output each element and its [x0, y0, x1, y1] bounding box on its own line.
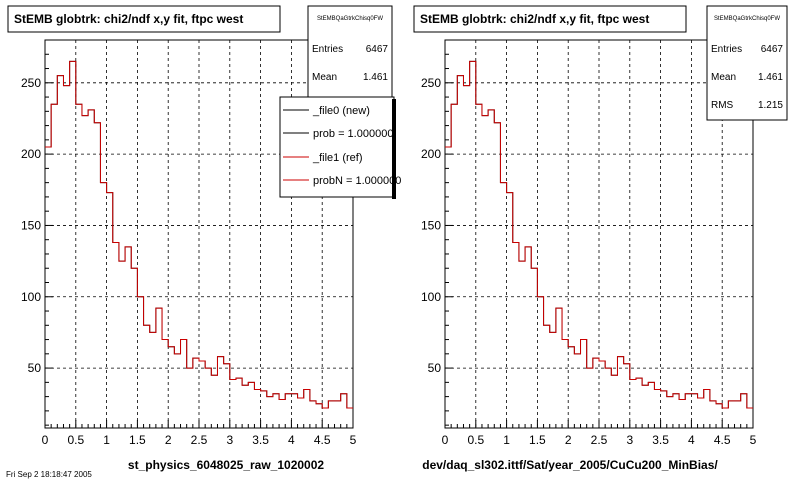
x-tick-label: 1	[103, 433, 110, 447]
corner-timestamp: Fri Sep 2 18:18:47 2005	[6, 470, 92, 479]
x-tick-label: 3	[626, 433, 633, 447]
stats-label: Mean	[312, 72, 337, 83]
stats-label: RMS	[711, 100, 734, 111]
x-tick-label: 2	[565, 433, 572, 447]
histogram	[445, 60, 753, 409]
legend-label: _file0 (new)	[312, 105, 370, 117]
y-tick-label: 200	[21, 147, 41, 161]
x-tick-label: 5	[350, 433, 357, 447]
axes: 0 0.5 1 1.5 2 2.5 3 3.5 4 4.5 5 50 100 150 200 250	[421, 39, 757, 447]
x-tick-label: 2.5	[591, 433, 608, 447]
y-tick-label: 50	[428, 361, 442, 375]
y-tick-label: 50	[28, 361, 42, 375]
stats-value: 6467	[366, 44, 389, 55]
y-tick-label: 250	[21, 76, 41, 90]
x-tick-label: 1	[503, 433, 510, 447]
stats-value: 6467	[761, 44, 784, 55]
x-tick-label: 0	[442, 433, 449, 447]
x-tick-label: 1.5	[529, 433, 546, 447]
stats-name: StEMBQaGtrkChisq0FW	[317, 16, 383, 22]
title-box	[7, 5, 281, 33]
chart-title: StEMB globtrk: chi2/ndf x,y fit, ftpc we…	[420, 12, 649, 26]
stats-label: Entries	[711, 44, 742, 55]
panel-right: StEMB globtrk: chi2/ndf x,y fit, ftpc we…	[413, 5, 788, 472]
panel-left: StEMB globtrk: chi2/ndf x,y fit, ftpc we…	[7, 5, 401, 472]
stats-value: 1.461	[363, 72, 388, 83]
x-tick-label: 0.5	[67, 433, 84, 447]
stats-name: StEMBQaGtrkChisq0FW	[714, 16, 780, 22]
axes: 0 0.5 1 1.5 2 2.5 3 3.5 4 4.5 5 50 100 150 200 250	[21, 39, 357, 447]
stats-value: 1.215	[758, 100, 783, 111]
legend-label: _file1 (ref)	[312, 152, 363, 164]
x-tick-label: 2	[165, 433, 172, 447]
x-tick-label: 0	[42, 433, 49, 447]
x-tick-label: 2.5	[191, 433, 208, 447]
footer-label: dev/daq_sl302.ittf/Sat/year_2005/CuCu200…	[422, 458, 718, 472]
legend: _file0 (new) prob = 1.000000 _file1 (ref…	[279, 96, 401, 199]
x-tick-label: 3	[226, 433, 233, 447]
x-tick-label: 0.5	[467, 433, 484, 447]
histogram-series	[445, 60, 753, 409]
y-tick-label: 200	[421, 147, 441, 161]
y-tick-label: 250	[421, 76, 441, 90]
y-tick-label: 100	[21, 290, 41, 304]
x-tick-label: 4.5	[714, 433, 731, 447]
grid	[445, 40, 753, 428]
y-tick-label: 150	[421, 218, 441, 232]
y-tick-label: 150	[21, 218, 41, 232]
grid	[45, 40, 353, 428]
legend-label: probN = 1.000000	[313, 175, 401, 187]
stats-box	[706, 5, 788, 121]
histogram-series	[45, 60, 353, 409]
legend-label: prob = 1.000000	[313, 128, 393, 140]
footer-label: st_physics_6048025_raw_1020002	[128, 458, 324, 472]
x-tick-label: 3.5	[652, 433, 669, 447]
y-tick-label: 100	[421, 290, 441, 304]
x-tick-label: 5	[750, 433, 757, 447]
x-tick-label: 3.5	[252, 433, 269, 447]
histogram	[45, 60, 353, 409]
x-tick-label: 4.5	[314, 433, 331, 447]
title-box	[413, 5, 687, 33]
chart-title: StEMB globtrk: chi2/ndf x,y fit, ftpc we…	[14, 12, 243, 26]
stats-label: Entries	[312, 44, 343, 55]
x-tick-label: 4	[688, 433, 695, 447]
stats-value: 1.461	[758, 72, 783, 83]
x-tick-label: 4	[288, 433, 295, 447]
stats-label: Mean	[711, 72, 736, 83]
x-tick-label: 1.5	[129, 433, 146, 447]
